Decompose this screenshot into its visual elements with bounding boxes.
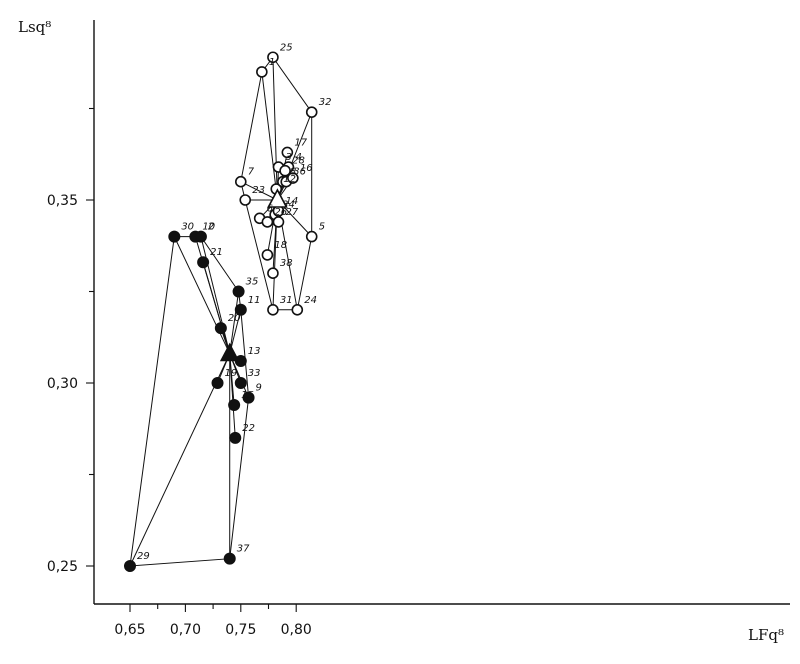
point-labels: 30 10221203511133391522193729125325243172…: [137, 42, 331, 562]
centroid-triangle-open: [267, 188, 288, 208]
point-1: [256, 66, 268, 78]
spoke-line-21: [202, 262, 231, 354]
point-label-27: 27: [285, 207, 298, 218]
point-15: [228, 398, 241, 411]
point-17: [281, 146, 294, 159]
spoke-line-22: [229, 353, 236, 438]
point-28: [279, 164, 291, 177]
x-tick-label: 0,75: [225, 622, 256, 638]
point-label-16: 16: [300, 163, 313, 174]
point-label-22: 22: [242, 423, 255, 434]
point-label-34: 34: [282, 200, 295, 211]
point-label-7: 7: [248, 167, 255, 178]
point-label-6: 6: [267, 203, 273, 214]
point-label-15: 15: [241, 390, 254, 401]
point-32: [305, 106, 318, 118]
point-label-18: 18: [274, 240, 287, 251]
point-11: [234, 303, 247, 316]
point-16: [287, 172, 299, 184]
point-label-25: 25: [280, 42, 293, 53]
point-35: [232, 285, 245, 298]
y-tick-label: 0,30: [47, 376, 78, 392]
point-label-32: 32: [319, 97, 332, 108]
spoke-line-2: [200, 236, 231, 354]
point-label-28: 28: [292, 156, 305, 167]
hull-polygon-filled: [129, 236, 250, 567]
point-26: [261, 216, 274, 228]
point-5: [305, 230, 318, 243]
y-tick-label: 0,25: [47, 559, 78, 575]
point-label-11: 11: [248, 295, 261, 306]
point-label-2: 2: [208, 222, 214, 233]
x-tick-label: 0,70: [170, 622, 201, 638]
point-label-26: 26: [274, 207, 287, 218]
point-label-3: 3: [285, 152, 291, 163]
point-21: [197, 256, 210, 269]
point-37: [223, 552, 236, 565]
spoke-line-25: [272, 57, 278, 201]
point-label-24: 24: [304, 295, 317, 306]
point-label-35: 35: [246, 277, 259, 288]
x-tick-label: 0,65: [114, 622, 145, 638]
point-label-9: 9: [256, 383, 262, 394]
point-24: [291, 303, 304, 316]
point-label-13: 13: [248, 346, 261, 357]
spoke-line-29: [129, 353, 231, 567]
point-9: [242, 391, 255, 404]
centroid-triangle-filled: [219, 342, 240, 362]
spoke-and-hull-lines: [129, 56, 313, 567]
spoke-line-30: [173, 236, 231, 354]
point-2: [194, 230, 207, 243]
point-label-10: 10: [202, 222, 215, 233]
point-label-31: 31: [280, 295, 293, 306]
y-tick-label: 0,35: [47, 193, 78, 209]
point-label-33: 33: [248, 368, 261, 379]
point-31: [267, 303, 279, 316]
spoke-line-7: [240, 181, 278, 201]
point-label-8: 8: [290, 167, 296, 178]
point-label-5: 5: [319, 222, 325, 233]
point-29: [124, 560, 136, 572]
point-label-29: 29: [137, 551, 150, 562]
point-33: [234, 377, 247, 389]
point-label-17: 17: [294, 137, 307, 148]
point-label-37: 37: [237, 544, 250, 555]
axes: [93, 20, 790, 605]
ticks: 0,65 0,70 0,75 0,80 0,25 0,30 0,35: [47, 107, 312, 638]
point-label-21: 21: [210, 247, 223, 258]
y-axis-title: Lsq⁸: [18, 18, 51, 36]
point-label-1: 1: [269, 57, 275, 68]
point-label-38: 38: [280, 258, 293, 269]
point-27: [272, 216, 285, 228]
point-25: [267, 51, 279, 64]
point-label-23: 23: [252, 185, 265, 196]
point-label-4: 4: [295, 152, 301, 163]
x-axis-title: LFq⁸: [748, 626, 784, 644]
point-7: [235, 175, 247, 188]
spoke-line-35: [229, 291, 240, 354]
x-tick-label: 0,80: [281, 622, 312, 638]
point-label-36: 36: [293, 167, 306, 178]
point-22: [229, 431, 242, 444]
spoke-line-1: [261, 71, 278, 201]
point-23: [239, 194, 252, 206]
point-20: [214, 322, 227, 335]
point-label-14: 14: [285, 196, 298, 207]
point-38: [267, 267, 279, 280]
point-label-20: 20: [228, 313, 241, 324]
point-30: [168, 230, 181, 243]
point-label-19: 19: [225, 368, 238, 379]
point-label-12: 12: [283, 174, 296, 185]
point-18: [261, 249, 274, 261]
point-label-30: 30: [181, 222, 194, 233]
data-points: [124, 51, 318, 572]
point-19: [211, 377, 224, 389]
